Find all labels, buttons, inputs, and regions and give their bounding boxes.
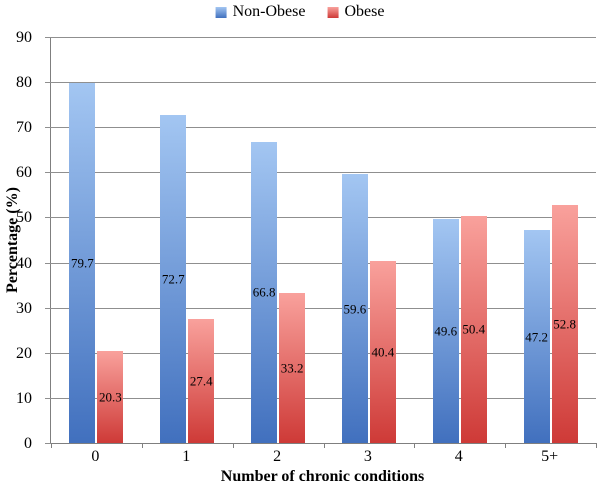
y-axis-tick-labels: 0 10 20 30 40 50 60 70 80 90	[0, 30, 42, 452]
bar-non-obese-0: 79.7	[69, 83, 96, 443]
bar-group-5+: 47.2 52.8	[505, 37, 596, 443]
x-tick-label-1: 1	[182, 448, 191, 465]
bar-non-obese-1: 72.7	[160, 115, 187, 443]
x-axis-tick-4	[414, 443, 416, 448]
gridline-10	[45, 397, 596, 399]
legend-label: Obese	[344, 3, 385, 20]
bar-obese-0: 20.3	[97, 351, 124, 443]
y-tick-label-90: 90	[16, 29, 32, 46]
legend-item-1: Obese	[327, 4, 384, 20]
gridline-20	[45, 352, 596, 354]
bar-obese-3: 40.4	[369, 260, 396, 443]
y-tick-label-40: 40	[16, 254, 32, 272]
x-tick-label-5+: 5+	[541, 448, 559, 465]
bar-value-label: 52.8	[553, 316, 576, 332]
gridline-80	[45, 82, 596, 84]
y-tick-label-80: 80	[16, 74, 32, 92]
bar-obese-1: 27.4	[188, 319, 215, 443]
y-tick-label-70: 70	[16, 119, 32, 137]
x-tick-label-4: 4	[454, 448, 463, 465]
x-axis-tick-labels: 0 1 2 3 4 5+	[50, 449, 595, 469]
bar-group-2: 66.8 33.2	[233, 37, 324, 443]
gridline-60	[45, 172, 596, 174]
bar-value-label: 49.6	[434, 323, 458, 339]
x-axis-tick-0	[51, 443, 52, 448]
gridline-40	[45, 262, 596, 264]
bar-obese-4: 50.4	[460, 215, 487, 443]
bar-value-label: 50.4	[462, 321, 486, 337]
bar-value-label: 33.2	[280, 360, 304, 376]
bar-non-obese-2: 66.8	[251, 141, 278, 443]
bar-group-3: 59.6 40.4	[324, 37, 415, 443]
legend-label: Non-Obese	[232, 3, 306, 20]
bar-value-label: 20.3	[99, 389, 122, 405]
x-tick-label-0: 0	[91, 448, 100, 465]
bar-group-1: 72.7 27.4	[142, 37, 233, 443]
x-axis-tick-5	[505, 443, 507, 448]
bar-value-label: 40.4	[371, 344, 395, 360]
y-tick-label-0: 0	[24, 435, 32, 452]
plot-area: 79.7 20.3 72.7 27.4 66.8 33.2 59.6 40.4 49.6 50.4…	[45, 37, 597, 448]
legend-marker-icon	[215, 6, 227, 18]
x-axis-tick-6	[596, 443, 597, 448]
x-tick-label-2: 2	[273, 448, 282, 465]
bar-value-label: 72.7	[161, 271, 185, 287]
legend-marker-icon	[327, 6, 339, 18]
x-axis-tick-2	[232, 443, 234, 448]
legend: Non-Obese Obese	[215, 3, 384, 20]
bar-value-label: 47.2	[525, 329, 548, 345]
x-tick-label-3: 3	[363, 448, 372, 465]
bar-group-0: 79.7 20.3	[51, 37, 142, 443]
bar-obese-5+: 52.8	[551, 204, 578, 443]
y-tick-label-20: 20	[16, 344, 32, 362]
x-axis-title: Number of chronic conditions	[220, 468, 425, 485]
y-tick-label-60: 60	[16, 164, 32, 182]
legend-item-0: Non-Obese	[215, 3, 306, 20]
bar-value-label: 79.7	[71, 255, 94, 271]
bar-non-obese-3: 59.6	[341, 174, 368, 443]
y-axis-tick-0	[45, 443, 51, 444]
y-tick-label-30: 30	[16, 299, 32, 317]
bar-value-label: 59.6	[343, 301, 367, 317]
gridline-50	[45, 217, 596, 219]
gridline-30	[45, 307, 596, 309]
gridline-90	[45, 37, 596, 38]
bar-value-label: 27.4	[189, 373, 213, 389]
bar-non-obese-5+: 47.2	[523, 230, 550, 443]
bar-obese-2: 33.2	[279, 293, 306, 443]
bar-non-obese-4: 49.6	[432, 219, 459, 443]
y-tick-label-10: 10	[16, 389, 32, 407]
bar-group-4: 49.6 50.4	[414, 37, 505, 443]
x-axis-tick-1	[141, 443, 143, 448]
gridline-70	[45, 127, 596, 129]
x-axis-tick-3	[323, 443, 325, 448]
y-tick-label-50: 50	[16, 209, 32, 227]
bar-value-label: 66.8	[252, 284, 276, 300]
